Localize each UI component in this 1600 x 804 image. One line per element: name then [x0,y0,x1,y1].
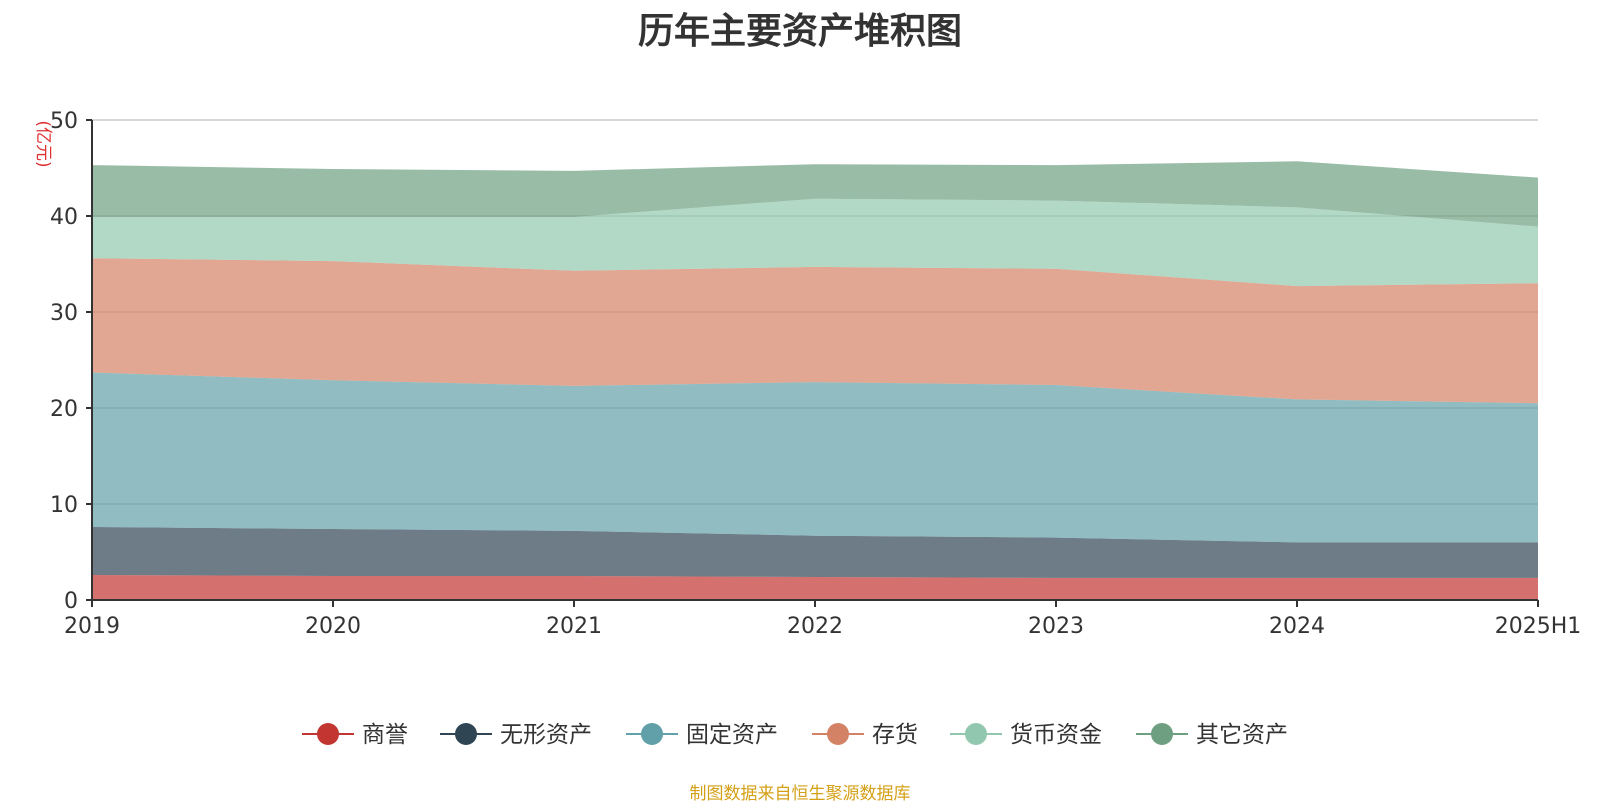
y-tick-label: 40 [50,205,78,230]
legend-marker-icon [317,723,339,745]
x-tick-label: 2024 [1269,614,1325,639]
y-tick-label: 30 [50,301,78,326]
area-series-3 [92,258,1538,404]
legend-marker-icon [455,723,477,745]
legend-marker-icon [641,723,663,745]
area-series-1 [92,527,1538,578]
y-tick-label: 20 [50,397,78,422]
area-series [92,161,1538,600]
legend-label: 货币资金 [1010,722,1102,748]
legend-item-0[interactable]: 商誉 [302,722,408,748]
chart-title: 历年主要资产堆积图 [637,11,962,52]
area-series-2 [92,372,1538,543]
area-series-5 [92,161,1538,227]
legend-label: 固定资产 [686,722,778,748]
legend-marker-icon [827,723,849,745]
legend-item-4[interactable]: 货币资金 [950,722,1102,748]
area-series-0 [92,575,1538,600]
legend-item-3[interactable]: 存货 [812,722,918,748]
legend: 商誉 无形资产 固定资产 存货 货币资金 其它资产 [302,722,1288,748]
x-tick-label: 2025H1 [1495,614,1582,639]
legend-item-2[interactable]: 固定资产 [626,722,778,748]
legend-label: 其它资产 [1196,722,1288,748]
y-axis-label: (亿元) [33,120,53,167]
legend-label: 商誉 [362,722,408,748]
legend-marker-icon [965,723,987,745]
x-tick-label: 2023 [1028,614,1084,639]
x-tick-label: 2022 [787,614,843,639]
legend-item-5[interactable]: 其它资产 [1136,722,1288,748]
x-tick-label: 2019 [64,614,120,639]
legend-label: 无形资产 [500,722,592,748]
legend-marker-icon [1151,723,1173,745]
x-tick-label: 2020 [305,614,361,639]
y-tick-label: 0 [64,589,78,614]
area-series-4 [92,198,1538,287]
data-source-note: 制图数据来自恒生聚源数据库 [689,784,911,804]
legend-label: 存货 [872,722,918,748]
y-tick-label: 50 [50,109,78,134]
axes: 0 10 20 30 40 50 2019 2020 2021 2022 2023 2024 2025H… [33,109,1581,639]
y-tick-label: 10 [50,493,78,518]
x-tick-label: 2021 [546,614,602,639]
legend-item-1[interactable]: 无形资产 [440,722,592,748]
